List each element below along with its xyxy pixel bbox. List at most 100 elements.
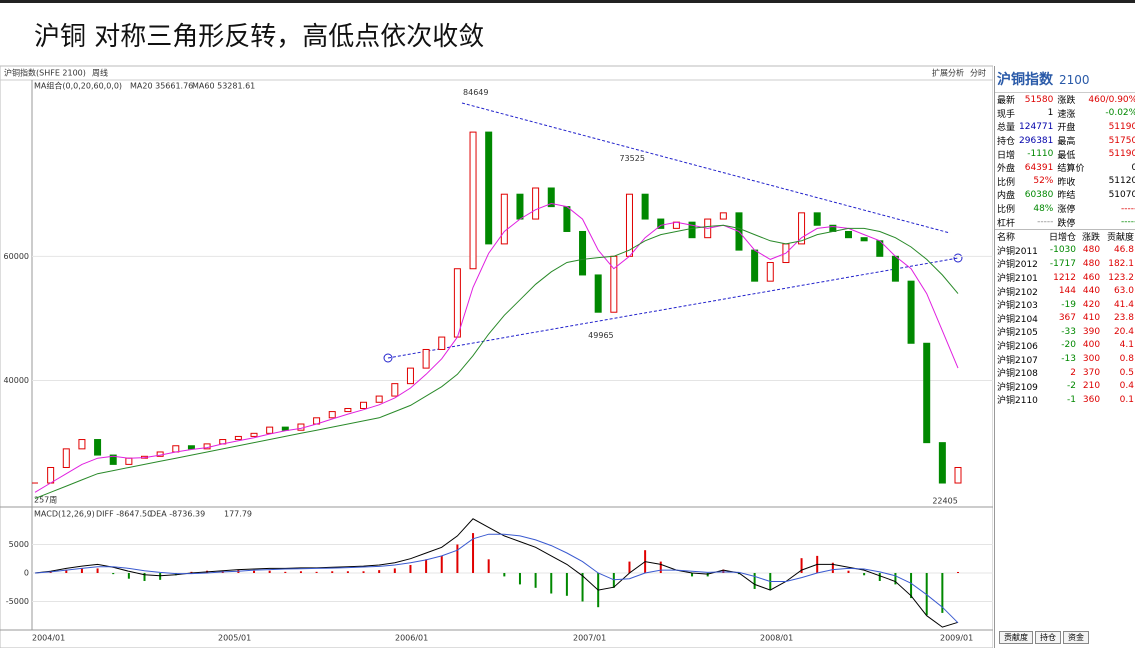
cell: 沪铜2104 [997, 314, 1038, 325]
contract-row: 沪铜2109 -2 210 0.4 [995, 379, 1135, 393]
cell: 沪铜2102 [997, 287, 1038, 298]
macd-bar [534, 572, 537, 588]
cell: 沪铜2011 [997, 246, 1038, 257]
quote-row: 持仓 296381 最高 51750 [995, 134, 1135, 148]
quote-label: 日增 [997, 150, 1016, 161]
legend-entry: DIFF -8647.50 [96, 510, 152, 519]
quote-label: 内盘 [997, 191, 1016, 202]
quote-value: 51190 [1108, 149, 1135, 160]
candle [94, 439, 102, 456]
candle [406, 367, 414, 385]
cell: 沪铜2108 [997, 369, 1038, 380]
cell: 182.1 [1108, 258, 1134, 269]
tool[interactable]: 分时 [970, 68, 986, 78]
quote-row: 杠杆-----跌停----- [995, 215, 1135, 229]
cell: 41.4 [1113, 299, 1134, 310]
cell: 沪铜2012 [997, 260, 1038, 271]
macd-bar [253, 570, 256, 573]
macd-bar [518, 572, 521, 585]
candle [297, 423, 305, 431]
macd-bar [331, 571, 334, 573]
candle [203, 443, 211, 450]
quote-label: 比例 [997, 177, 1016, 188]
macd-bar [49, 571, 52, 573]
macd-bar [190, 571, 193, 573]
contract-row: 沪铜2011 -1030 480 46.8 [995, 244, 1135, 258]
chart-frame [0, 65, 993, 648]
cell: 300 [1082, 354, 1101, 365]
tab[interactable]: 持仓 [1035, 631, 1061, 644]
quote-label: 昨结 [1057, 191, 1076, 202]
candle [47, 466, 55, 484]
quote-value: 51580 [1024, 94, 1054, 105]
trendline-anchor [953, 253, 963, 263]
macd-bar [127, 572, 130, 579]
candle [594, 274, 602, 313]
macd-bar [753, 572, 756, 589]
quote-value: 460/0.90% [1088, 94, 1135, 105]
quote-value: 51190 [1108, 121, 1135, 132]
quote-value: ----- [1120, 217, 1135, 228]
quote-value: -1110 [1027, 149, 1054, 160]
cell: 123.2 [1108, 272, 1134, 283]
quote-value: -0.02% [1105, 108, 1135, 119]
cell: 367 [1058, 313, 1076, 324]
quote-label: 涨跌 [1057, 96, 1076, 107]
bar-count: 257周 [34, 496, 57, 505]
tool[interactable]: 扩展分析 [932, 68, 964, 78]
macd-title: MACD(12,26,9) [34, 510, 95, 519]
cell: 2 [1070, 367, 1076, 378]
cell: 360 [1082, 394, 1101, 405]
quote-label: 现手 [997, 109, 1016, 120]
macd-bar [691, 572, 694, 577]
candle [907, 280, 915, 344]
peak-label: 73525 [619, 154, 644, 163]
quote-label: 最高 [1057, 137, 1076, 148]
tab[interactable]: 资金 [1063, 631, 1089, 644]
cell: 沪铜2110 [997, 396, 1038, 407]
macd-bar [957, 571, 959, 573]
macd-bar [487, 559, 490, 573]
contract-row: 沪铜2105 -33 390 20.4 [995, 325, 1135, 339]
cell: 460 [1082, 272, 1101, 283]
top-rule [0, 0, 1135, 3]
contract-row: 沪铜2108 2 370 0.5 [995, 366, 1135, 380]
cell: 480 [1082, 258, 1101, 269]
chart: 沪铜指数(SHFE 2100) 周线 扩展分析 分时 MA组合(0,0,20,6… [0, 65, 993, 648]
candle [891, 255, 899, 282]
cell: 沪铜2107 [997, 355, 1038, 366]
candle [625, 193, 633, 257]
candle [610, 255, 618, 313]
cell: 沪铜2109 [997, 382, 1038, 393]
quote-value: 51750 [1108, 135, 1135, 146]
quote-row: 最新 51580 涨跌 460/0.90% [995, 93, 1135, 107]
quote-label: 速涨 [1057, 109, 1076, 120]
quote-value: 0 [1131, 162, 1135, 173]
macd-bar [550, 572, 553, 594]
cell: -1717 [1049, 258, 1076, 269]
quote-label: 比例 [997, 205, 1016, 216]
candle [391, 383, 399, 397]
tab[interactable]: 贡献度 [999, 631, 1033, 644]
candle [579, 230, 587, 276]
x-tick-label: 2007/01 [573, 634, 606, 643]
column-header: 名称 [997, 233, 1016, 244]
ma-legend-title: MA组合(0,0,20,60,0,0) [34, 81, 122, 91]
contract-row: 沪铜2012 -1717 480 182.1 [995, 257, 1135, 271]
macd-bar [112, 572, 115, 575]
candle [328, 411, 336, 419]
macd-bar [456, 544, 459, 573]
cell: 沪铜2103 [997, 301, 1038, 312]
candle [813, 212, 821, 226]
y-tick-label: 40000 [4, 376, 29, 385]
cell: 144 [1058, 286, 1076, 297]
candle [547, 187, 555, 208]
contract-row: 沪铜2103 -19 420 41.4 [995, 298, 1135, 312]
quote-label: 总量 [997, 123, 1016, 134]
quote-row: 内盘 60380 昨结 51070 [995, 188, 1135, 202]
quote-label: 最新 [997, 96, 1016, 107]
macd-bar [612, 572, 615, 588]
column-header: 日增仓 [1048, 233, 1076, 244]
macd-bar [440, 555, 443, 573]
macd-bar [925, 572, 928, 616]
